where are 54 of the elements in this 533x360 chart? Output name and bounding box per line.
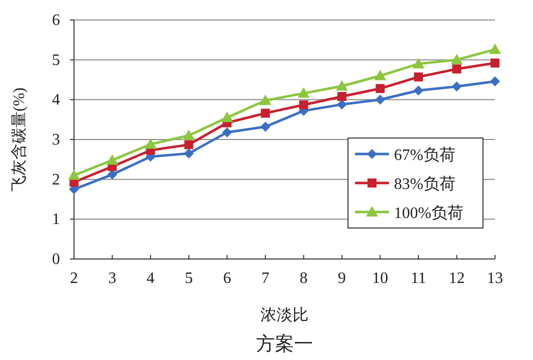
point [260, 108, 270, 118]
point [413, 86, 424, 96]
y-tick-label: 0 [52, 251, 60, 268]
y-tick-label: 5 [52, 52, 60, 69]
x-tick-label: 13 [487, 270, 503, 287]
y-tick-label: 3 [52, 132, 60, 148]
x-tick-label: 10 [372, 270, 388, 287]
point [337, 92, 346, 101]
x-tick-label: 2 [70, 270, 78, 287]
x-tick-label: 3 [108, 270, 116, 287]
legend-label: 100%负荷 [394, 204, 464, 222]
legend-label: 67%负荷 [394, 146, 456, 164]
point [489, 43, 501, 54]
point [490, 76, 500, 86]
point [336, 80, 348, 91]
point [299, 100, 308, 110]
point [260, 122, 270, 132]
point [375, 94, 386, 105]
point [490, 58, 500, 68]
point [376, 84, 385, 94]
point [184, 140, 194, 150]
point [452, 64, 462, 74]
y-axis-title: 飞灰含碳量(%) [10, 88, 28, 192]
point [182, 130, 195, 140]
y-tick-label: 2 [52, 171, 60, 188]
point [68, 169, 80, 180]
x-tick-label: 11 [410, 270, 426, 287]
point [336, 99, 347, 110]
point [107, 170, 118, 180]
x-tick-label: 9 [338, 270, 346, 287]
point [412, 58, 424, 68]
y-tick-label: 6 [52, 12, 60, 29]
legend-label: 83%负荷 [394, 175, 456, 193]
x-axis-title: 浓淡比 [260, 306, 308, 324]
point [374, 70, 386, 80]
point [452, 82, 462, 92]
point [144, 138, 157, 149]
point [259, 94, 272, 105]
point [298, 87, 310, 98]
y-tick-label: 4 [52, 92, 60, 109]
point [184, 148, 194, 158]
point [106, 154, 118, 165]
x-tick-label: 4 [146, 270, 155, 287]
point [450, 54, 463, 64]
x-tick-label: 6 [223, 270, 232, 287]
x-tick-label: 5 [184, 270, 193, 287]
point [414, 72, 423, 82]
x-tick-label: 7 [261, 270, 270, 287]
x-tick-label: 8 [300, 270, 308, 287]
x-tick-label: 12 [448, 270, 465, 287]
point [222, 127, 232, 138]
point [221, 112, 234, 122]
y-tick-label: 1 [52, 211, 60, 228]
text: 方案一 [256, 333, 313, 355]
